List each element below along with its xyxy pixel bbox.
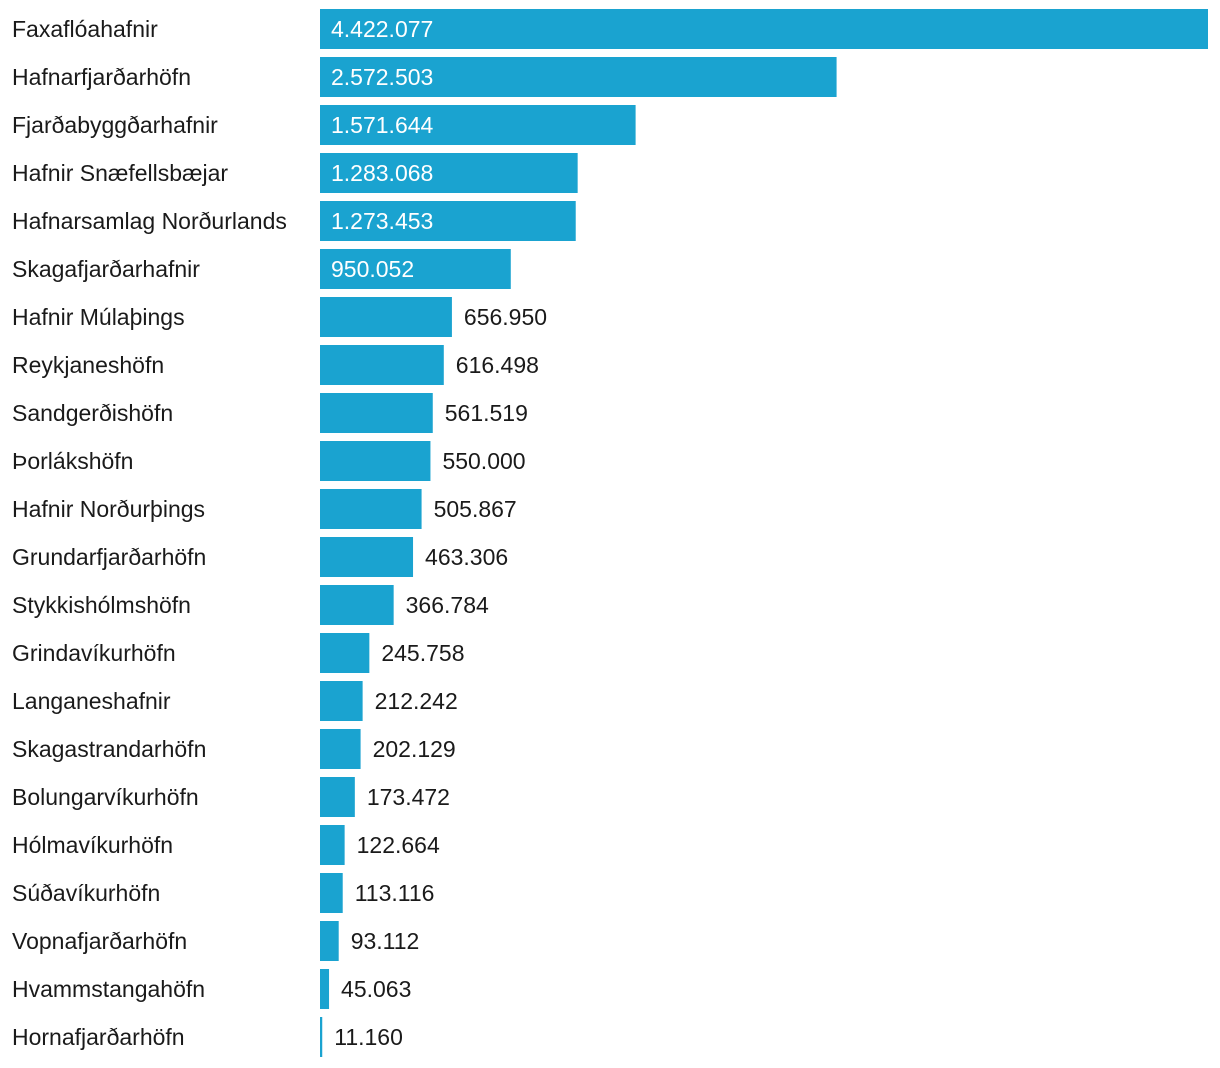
bar xyxy=(320,585,394,625)
category-label: Hafnarsamlag Norðurlands xyxy=(12,208,287,234)
bar xyxy=(320,201,576,241)
bar xyxy=(320,153,578,193)
value-label: 1.273.453 xyxy=(331,208,433,234)
category-label: Sandgerðishöfn xyxy=(12,400,173,426)
bar xyxy=(320,537,414,577)
value-label: 173.472 xyxy=(367,784,450,810)
value-label: 1.283.068 xyxy=(331,160,433,186)
value-label: 463.306 xyxy=(425,544,508,570)
bar xyxy=(320,777,355,817)
category-label: Reykjaneshöfn xyxy=(12,352,164,378)
category-label: Faxaflóahafnir xyxy=(12,16,158,42)
value-label: 2.572.503 xyxy=(331,64,433,90)
value-label: 561.519 xyxy=(445,400,528,426)
category-label: Hafnarfjarðarhöfn xyxy=(12,64,191,90)
value-label: 202.129 xyxy=(373,736,456,762)
bar xyxy=(320,873,343,913)
chart-rows: Faxaflóahafnir 4.422.077 Hafnarfjarðarhöfn… xyxy=(12,9,1208,1057)
value-label: 245.758 xyxy=(381,640,464,666)
bar xyxy=(320,297,452,337)
bar xyxy=(320,681,363,721)
value-label: 212.242 xyxy=(375,688,458,714)
category-label: Grindavíkurhöfn xyxy=(12,640,176,666)
bar xyxy=(320,105,636,145)
value-label: 616.498 xyxy=(456,352,539,378)
value-label: 11.160 xyxy=(334,1024,403,1050)
category-label: Hafnir Snæfellsbæjar xyxy=(12,160,228,186)
value-label: 550.000 xyxy=(442,448,525,474)
category-label: Hólmavíkurhöfn xyxy=(12,832,173,858)
category-label: Bolungarvíkurhöfn xyxy=(12,784,199,810)
value-label: 505.867 xyxy=(434,496,517,522)
bar xyxy=(320,489,422,529)
value-label: 122.664 xyxy=(357,832,440,858)
value-label: 113.116 xyxy=(355,880,435,906)
value-label: 1.571.644 xyxy=(331,112,434,138)
category-label: Stykkishólmshöfn xyxy=(12,592,191,618)
value-label: 45.063 xyxy=(341,976,411,1002)
category-label: Skagafjarðarhafnir xyxy=(12,256,200,282)
bar xyxy=(320,969,330,1009)
category-label: Vopnafjarðarhöfn xyxy=(12,928,187,954)
value-label: 4.422.077 xyxy=(331,16,433,42)
bar xyxy=(320,825,345,865)
category-label: Hafnir Norðurþings xyxy=(12,496,205,522)
category-label: Súðavíkurhöfn xyxy=(12,880,160,906)
category-label: Langaneshafnir xyxy=(12,688,171,714)
bar xyxy=(320,633,370,673)
value-label: 366.784 xyxy=(406,592,489,618)
category-label: Þorlákshöfn xyxy=(12,448,133,474)
bar xyxy=(320,57,837,97)
value-label: 656.950 xyxy=(464,304,547,330)
bar xyxy=(320,729,361,769)
category-label: Hafnir Múlaþings xyxy=(12,304,185,330)
bar xyxy=(320,441,431,481)
value-label: 950.052 xyxy=(331,256,414,282)
category-label: Hvammstangahöfn xyxy=(12,976,205,1002)
bar xyxy=(320,9,1208,49)
category-label: Skagastrandarhöfn xyxy=(12,736,206,762)
bar xyxy=(320,921,339,961)
category-label: Hornafjarðarhöfn xyxy=(12,1024,185,1050)
category-label: Grundarfjarðarhöfn xyxy=(12,544,206,570)
bar xyxy=(320,393,433,433)
bar xyxy=(320,1017,323,1057)
category-label: Fjarðabyggðarhafnir xyxy=(12,112,218,138)
bar xyxy=(320,345,444,385)
bar xyxy=(320,249,511,289)
value-label: 93.112 xyxy=(351,928,420,954)
